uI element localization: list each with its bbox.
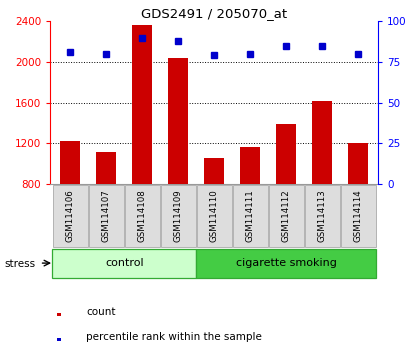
Bar bbox=[132, 25, 152, 184]
FancyBboxPatch shape bbox=[196, 249, 376, 278]
Bar bbox=[57, 338, 60, 341]
Text: GSM114110: GSM114110 bbox=[210, 189, 219, 242]
Text: control: control bbox=[105, 258, 144, 268]
FancyBboxPatch shape bbox=[233, 185, 268, 246]
Bar bbox=[240, 147, 260, 184]
Text: GSM114108: GSM114108 bbox=[138, 189, 147, 242]
FancyBboxPatch shape bbox=[52, 249, 196, 278]
Text: stress: stress bbox=[4, 259, 35, 269]
Bar bbox=[96, 152, 116, 184]
Text: GSM114114: GSM114114 bbox=[354, 189, 363, 242]
Bar bbox=[57, 313, 60, 316]
Bar bbox=[312, 101, 332, 184]
FancyBboxPatch shape bbox=[125, 185, 160, 246]
Bar bbox=[60, 141, 80, 184]
FancyBboxPatch shape bbox=[341, 185, 376, 246]
FancyBboxPatch shape bbox=[160, 185, 196, 246]
Text: GSM114111: GSM114111 bbox=[246, 189, 255, 242]
Bar bbox=[348, 143, 368, 184]
Text: GSM114113: GSM114113 bbox=[318, 189, 327, 242]
Text: GSM114107: GSM114107 bbox=[102, 189, 111, 242]
Bar bbox=[204, 158, 224, 184]
Text: GSM114112: GSM114112 bbox=[282, 189, 291, 242]
FancyBboxPatch shape bbox=[197, 185, 232, 246]
FancyBboxPatch shape bbox=[52, 185, 88, 246]
Title: GDS2491 / 205070_at: GDS2491 / 205070_at bbox=[141, 7, 287, 20]
Bar bbox=[168, 58, 188, 184]
Text: count: count bbox=[87, 307, 116, 316]
FancyBboxPatch shape bbox=[268, 185, 304, 246]
FancyBboxPatch shape bbox=[89, 185, 124, 246]
Text: percentile rank within the sample: percentile rank within the sample bbox=[87, 332, 262, 342]
Text: cigarette smoking: cigarette smoking bbox=[236, 258, 337, 268]
Text: GSM114109: GSM114109 bbox=[174, 190, 183, 242]
Text: GSM114106: GSM114106 bbox=[66, 189, 75, 242]
FancyBboxPatch shape bbox=[304, 185, 340, 246]
Bar bbox=[276, 124, 296, 184]
